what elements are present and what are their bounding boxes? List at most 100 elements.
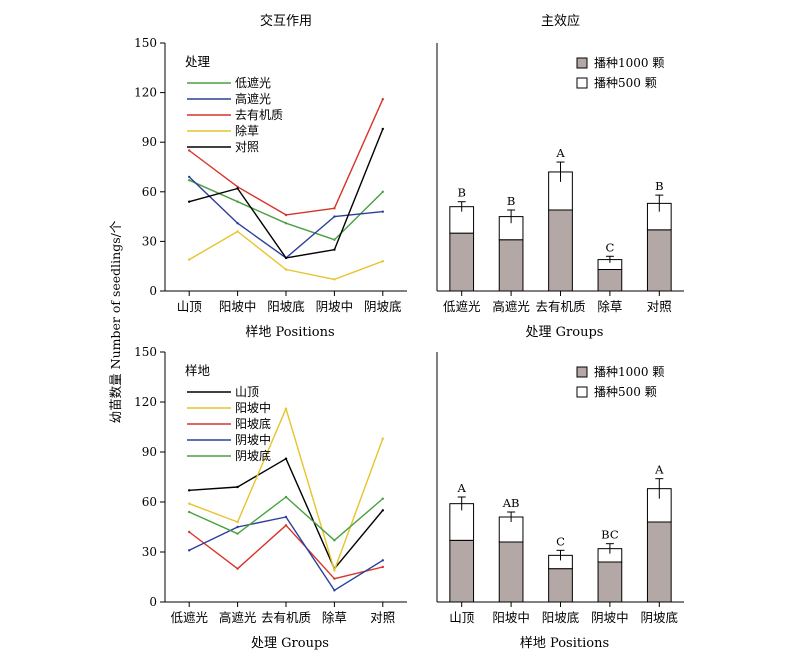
series-line-2 (188, 524, 383, 580)
data-point (381, 127, 384, 131)
significance-label: C (605, 240, 614, 254)
x-tick-label: 对照 (370, 610, 395, 625)
x-tick-label: 阳坡底 (542, 610, 580, 625)
bar-segment-lower (646, 229, 672, 292)
data-point (236, 567, 239, 570)
data-point (381, 559, 384, 562)
series-line-4 (189, 128, 384, 259)
data-point (188, 502, 191, 505)
y-tick-label: 60 (142, 185, 157, 199)
data-point (284, 407, 288, 410)
series-line-1 (188, 176, 383, 259)
data-point (333, 238, 336, 241)
x-tick-label: 阳坡底 (267, 299, 305, 314)
legend-label: 阳坡中 (235, 400, 271, 415)
data-point (333, 207, 336, 210)
series-line-0 (188, 179, 384, 241)
data-point (333, 569, 336, 572)
data-point (284, 213, 288, 217)
x-tick-label: 低遮光 (443, 299, 481, 314)
series-line-0 (189, 458, 384, 570)
series-line-3 (188, 230, 384, 281)
bar-segment-lower (498, 541, 524, 603)
data-point (188, 149, 191, 152)
bar-segment-lower (449, 232, 475, 292)
legend-swatch (576, 57, 588, 69)
x-axis-title: 样地 Positions (520, 636, 609, 651)
x-tick-label: 阴坡底 (641, 610, 679, 625)
data-point (188, 489, 191, 492)
significance-label: B (655, 179, 663, 193)
significance-label: C (556, 534, 565, 548)
x-tick-label: 山顶 (449, 610, 475, 625)
data-point (188, 179, 191, 182)
legend-label: 阴坡中 (235, 432, 271, 447)
panel-title: 主效应 (541, 13, 580, 29)
x-axis-title: 处理 Groups (251, 636, 329, 651)
y-tick-label: 90 (142, 135, 157, 149)
legend-label: 高遮光 (235, 91, 271, 106)
bar-segment-lower (498, 239, 524, 292)
x-tick-label: 除草 (322, 610, 347, 625)
data-point (381, 509, 384, 512)
legend-label: 播种500 颗 (594, 385, 657, 399)
bar-segment-lower (597, 561, 623, 603)
data-point (333, 589, 336, 592)
legend-label: 阳坡底 (235, 416, 271, 431)
y-tick-label: 30 (142, 545, 157, 559)
y-tick-label: 120 (134, 86, 157, 100)
bar-segment-lower (449, 539, 475, 603)
bar-segment-lower (646, 521, 672, 603)
data-point (284, 524, 288, 527)
bar-segment-lower (597, 269, 623, 292)
data-point (381, 437, 384, 440)
significance-label: B (457, 186, 465, 200)
data-point (284, 222, 288, 225)
data-point (236, 200, 239, 203)
data-point (381, 260, 384, 263)
data-point (188, 530, 191, 534)
data-point (284, 268, 288, 271)
panel-title: 交互作用 (260, 13, 312, 29)
legend-swatch (576, 366, 588, 378)
data-point (188, 258, 191, 261)
data-point (236, 185, 239, 189)
bar-segment-lower (548, 209, 573, 292)
x-tick-label: 高遮光 (492, 299, 530, 314)
significance-label: BC (601, 528, 619, 542)
x-tick-label: 去有机质 (261, 610, 311, 625)
x-tick-label: 阴坡中 (316, 299, 354, 314)
legend-label: 除草 (235, 123, 259, 138)
significance-label: A (654, 463, 664, 477)
data-point (333, 539, 336, 542)
x-tick-label: 山顶 (177, 299, 203, 314)
y-tick-label: 0 (149, 284, 157, 298)
y-tick-label: 60 (142, 495, 157, 509)
legend-title: 处理 (185, 54, 211, 69)
data-point (236, 222, 239, 225)
x-tick-label: 阳坡中 (492, 610, 530, 625)
data-point (381, 98, 384, 101)
x-tick-label: 阳坡中 (219, 299, 257, 314)
data-point (381, 497, 384, 500)
data-point (284, 457, 288, 460)
data-point (236, 532, 239, 535)
data-point (236, 485, 239, 489)
x-tick-label: 阴坡底 (364, 299, 402, 314)
x-tick-label: 去有机质 (535, 299, 585, 314)
x-tick-label: 低遮光 (170, 610, 208, 625)
data-point (333, 248, 336, 251)
data-point (381, 210, 384, 213)
legend-label: 对照 (235, 140, 259, 154)
legend-label: 山顶 (235, 385, 259, 399)
legend-label: 播种500 颗 (594, 76, 657, 90)
legend-label: 低遮光 (235, 75, 271, 90)
legend-label: 播种1000 颗 (594, 365, 664, 379)
significance-label: AB (502, 496, 520, 510)
y-tick-label: 120 (134, 395, 157, 409)
